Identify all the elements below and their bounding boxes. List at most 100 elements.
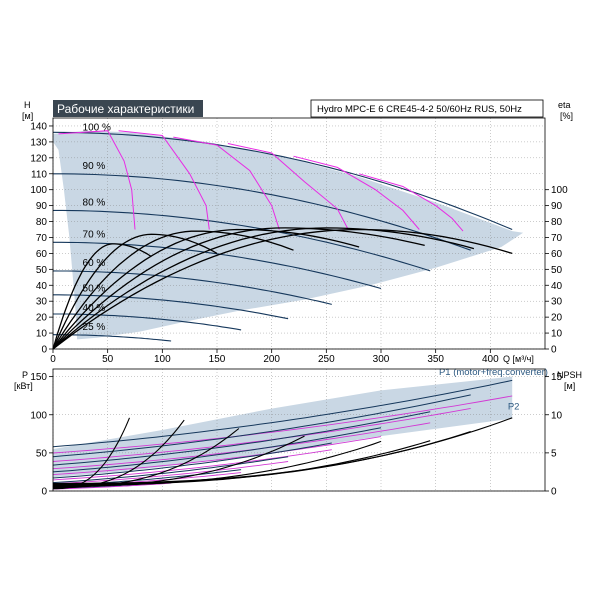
h-tick-label: 110 (31, 169, 47, 180)
eta-tick-label: 50 (551, 265, 563, 276)
h-tick-label: 60 (36, 249, 48, 260)
eta-axis-unit: [%] (560, 111, 573, 121)
eta-tick-label: 80 (551, 217, 563, 228)
qh-curve (53, 173, 471, 251)
p2-curve (52, 407, 471, 462)
h-tick-label: 40 (36, 281, 48, 292)
efficiency-curve (52, 227, 425, 350)
eta-tick-label: 100 (551, 185, 568, 196)
chart-title: Рабочие характеристики (57, 102, 194, 116)
h-tick-label: 10 (36, 329, 48, 340)
speed-label: 70 % (83, 229, 106, 240)
npsh-tick-label: 0 (551, 487, 557, 498)
p1-curve (52, 379, 513, 448)
iso-efficiency-curve (58, 130, 136, 230)
p2-curve (52, 449, 332, 481)
iso-efficiency-curve (227, 143, 349, 230)
efficiency-curve (52, 227, 475, 350)
h-axis-label: H (24, 100, 31, 110)
p2-curve (52, 395, 513, 454)
power-operating-envelope (53, 376, 513, 478)
efficiency-curve (52, 243, 152, 350)
qh-curve (52, 131, 513, 231)
h-tick-label: 50 (36, 265, 48, 276)
speed-label: 25 % (83, 322, 106, 333)
npsh-axis-unit: [м] (564, 381, 575, 391)
qh-curve (53, 241, 382, 290)
qh-curve (53, 294, 289, 320)
speed-label: 90 % (83, 161, 106, 172)
iso-efficiency-curve (118, 130, 210, 230)
p2-curve (52, 482, 172, 490)
q-tick-label: 50 (102, 354, 114, 365)
speed-label: 80 % (83, 198, 106, 209)
lower-plot-frame (52, 368, 546, 492)
q-tick-label: 150 (209, 354, 226, 365)
p-tick-label: 50 (36, 448, 48, 459)
eta-tick-label: 60 (551, 249, 563, 260)
efficiency-curve (52, 228, 360, 350)
h-axis-unit: [м] (22, 111, 33, 121)
h-tick-label: 100 (30, 185, 47, 196)
product-box (310, 99, 544, 118)
iso-efficiency-curve (173, 136, 280, 230)
h-tick-label: 20 (36, 313, 48, 324)
npsh-tick-label: 15 (551, 372, 563, 383)
eta-tick-label: 40 (551, 281, 563, 292)
q-tick-label: 0 (50, 354, 56, 365)
npsh-curve (53, 417, 131, 490)
p-axis-label: P (22, 370, 28, 380)
npsh-curve (53, 419, 185, 489)
p-tick-label: 100 (30, 410, 47, 421)
speed-label: 40 % (83, 303, 106, 314)
npsh-curve (53, 440, 431, 486)
q-tick-label: 250 (318, 354, 335, 365)
p-tick-label: 0 (41, 487, 47, 498)
npsh-axis-label: NPSH (557, 370, 582, 380)
q-tick-label: 300 (373, 354, 390, 365)
q-tick-label: 100 (154, 354, 171, 365)
h-tick-label: 0 (41, 345, 47, 356)
eta-tick-label: 70 (551, 233, 563, 244)
q-tick-label: 350 (427, 354, 444, 365)
eta-tick-label: 90 (551, 201, 563, 212)
eta-tick-label: 20 (551, 313, 563, 324)
qh-curve (53, 313, 242, 331)
eta-tick-label: 0 (551, 345, 557, 356)
p1-curve (52, 411, 431, 466)
iso-efficiency-curve (358, 173, 464, 232)
h-tick-label: 90 (36, 201, 48, 212)
h-tick-label: 80 (36, 217, 48, 228)
npsh-tick-label: 5 (551, 448, 557, 459)
iso-efficiency-curve (293, 155, 420, 230)
p2-curve (52, 461, 289, 485)
qh-curve (52, 270, 332, 305)
p1-curve (52, 427, 382, 473)
qh-curve (53, 209, 431, 272)
series-label: P1 (motor+freq.converter) (439, 367, 548, 378)
p-tick-label: 150 (30, 372, 47, 383)
series-label: P2 (508, 401, 520, 412)
p1-curve (52, 442, 332, 479)
eta-tick-label: 10 (551, 329, 563, 340)
p2-curve (52, 436, 382, 476)
q-tick-label: 400 (482, 354, 499, 365)
qh-operating-envelope (53, 130, 524, 340)
eta-axis-label: eta (558, 100, 571, 110)
efficiency-curve (52, 233, 218, 350)
speed-label: 100 % (83, 123, 111, 134)
q-axis-label: Q [м³/ч] (503, 354, 534, 364)
q-tick-label: 200 (263, 354, 280, 365)
p1-curve (52, 394, 471, 458)
title-background (53, 100, 203, 117)
p1-curve (52, 456, 289, 484)
eta-tick-label: 30 (551, 297, 563, 308)
h-tick-label: 120 (30, 153, 47, 164)
speed-label: 60 % (83, 258, 106, 269)
efficiency-curve (52, 228, 513, 350)
h-tick-label: 30 (36, 297, 48, 308)
h-tick-label: 140 (30, 121, 47, 132)
h-tick-label: 70 (36, 233, 48, 244)
h-tick-label: 130 (30, 137, 47, 148)
